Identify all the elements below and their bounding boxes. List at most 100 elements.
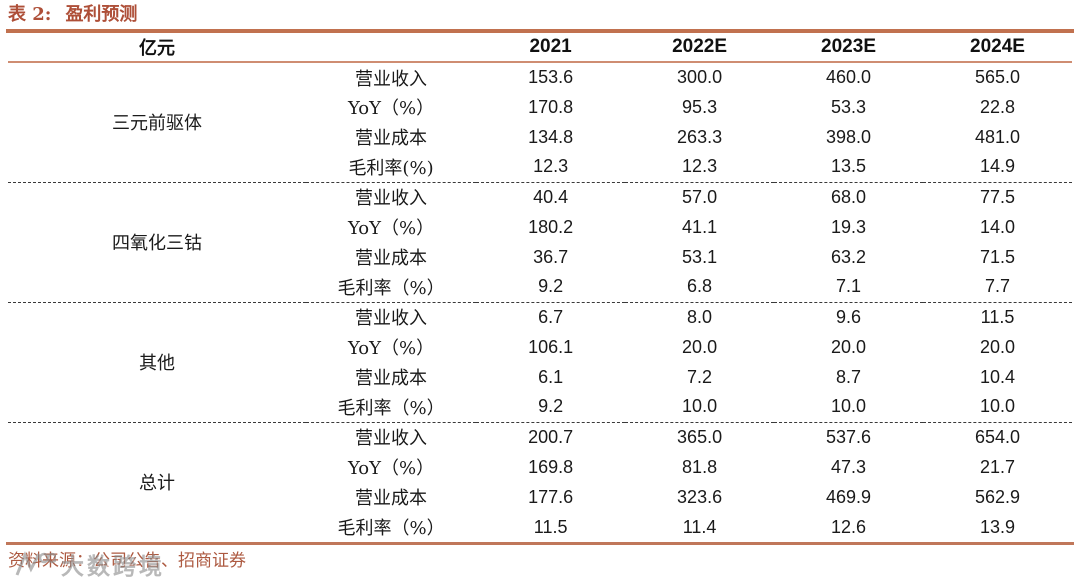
metric-label: 营业收入: [355, 428, 428, 450]
cell-value: 20.0: [979, 336, 1016, 357]
metric-label: 营业成本: [355, 248, 428, 269]
group-label-others: 其他: [8, 302, 306, 423]
cell-value: 469.9: [826, 486, 872, 507]
cell-value: 7.2: [687, 366, 713, 387]
cell-value: 21.7: [979, 456, 1016, 477]
cell-value: 177.6: [528, 486, 574, 507]
cell-value: 9.6: [836, 306, 862, 327]
cell-value: 169.8: [528, 456, 574, 477]
table-row: 营业成本 177.6 323.6 469.9 562.9: [8, 482, 1072, 512]
cell-value: 57.0: [682, 186, 718, 207]
cell-value: 19.3: [831, 216, 867, 237]
table-row: 营业成本 36.7 53.1 63.2 71.5: [8, 242, 1072, 272]
metric-label: 毛利率(%): [305, 152, 477, 183]
source-note: 资料来源：公司公告、招商证券: [8, 551, 246, 571]
cell-value: 12.3: [625, 152, 775, 183]
table-title: 表 2: 盈利预测: [8, 3, 1072, 27]
cell-value: 63.2: [831, 246, 867, 267]
cell-value: 9.2: [476, 392, 626, 423]
cell-value: 6.8: [625, 272, 775, 303]
table-row: YoY（%） 180.2 41.1 19.3 14.0: [8, 212, 1072, 242]
cell-value: 71.5: [979, 246, 1016, 267]
cell-value: 365.0: [677, 426, 723, 447]
metric-label: 营业收入: [355, 68, 428, 90]
cell-value: 300.0: [677, 67, 723, 87]
metric-label: 毛利率（%）: [305, 392, 477, 423]
cell-value: 10.4: [979, 366, 1016, 387]
metric-label: 营业收入: [355, 308, 428, 330]
unit-header: 亿元: [8, 33, 306, 63]
cell-value: 180.2: [528, 216, 574, 237]
cell-value: 20.0: [831, 336, 867, 357]
cell-value: 200.7: [528, 426, 574, 447]
cell-value: 68.0: [831, 186, 867, 207]
table-row: 四氧化三钴 营业收入 40.4 57.0 68.0 77.5: [8, 182, 1072, 303]
table-row: YoY（%） 169.8 81.8 47.3 21.7: [8, 452, 1072, 482]
group-label-ternary-precursor: 三元前驱体: [8, 62, 306, 183]
cell-value: 53.3: [831, 96, 867, 117]
cell-value: 22.8: [979, 96, 1016, 117]
table-title-text: 盈利预测: [65, 4, 138, 25]
cell-value: 263.3: [677, 126, 723, 147]
cell-value: 134.8: [528, 126, 574, 147]
metric-label: YoY（%）: [347, 458, 435, 479]
header-row: 亿元 2021 2022E 2023E 2024E: [8, 33, 1072, 63]
cell-value: 10.0: [923, 392, 1072, 423]
cell-value: 7.7: [923, 272, 1072, 303]
table-number: 表 2:: [8, 4, 52, 25]
cell-value: 323.6: [677, 486, 723, 507]
metric-label: 营业成本: [355, 488, 428, 509]
cell-value: 562.9: [974, 486, 1021, 507]
cell-value: 40.4: [533, 186, 569, 207]
cell-value: 9.2: [476, 272, 626, 303]
cell-value: 77.5: [979, 186, 1016, 207]
cell-value: 14.9: [923, 152, 1072, 183]
cell-value: 47.3: [831, 456, 867, 477]
metric-label: 毛利率（%）: [337, 518, 445, 539]
table-row: 毛利率（%） 9.2 10.0 10.0 10.0: [8, 392, 1072, 423]
table-row: 营业成本 6.1 7.2 8.7 10.4: [8, 362, 1072, 392]
cell-value: 537.6: [826, 426, 872, 447]
cell-value: 10.0: [625, 392, 775, 423]
cell-value: 11.5: [980, 306, 1015, 327]
cell-value: 398.0: [826, 126, 872, 147]
cell-value: 11.4: [682, 516, 717, 537]
year-header-2024e: 2024E: [923, 33, 1072, 63]
profit-forecast-table: 亿元 2021 2022E 2023E 2024E 三元前驱体 营业收入 153…: [8, 33, 1072, 542]
cell-value: 11.5: [533, 516, 568, 537]
table-row: 毛利率（%） 11.5 11.4 12.6 13.9: [8, 512, 1072, 542]
cell-value: 41.1: [682, 216, 718, 237]
cell-value: 13.9: [979, 516, 1016, 537]
cell-value: 170.8: [528, 96, 574, 117]
cell-value: 12.3: [476, 152, 626, 183]
metric-label: YoY（%）: [347, 338, 435, 359]
title-rule: [6, 29, 1074, 33]
cell-value: 565.0: [974, 67, 1021, 87]
metric-label: 营业成本: [355, 128, 428, 149]
table-row: 三元前驱体 营业收入 153.6 300.0 460.0 565.0: [8, 62, 1072, 183]
metric-label: YoY（%）: [347, 218, 435, 239]
cell-value: 460.0: [826, 67, 872, 87]
cell-value: 10.0: [774, 392, 923, 423]
metric-label: 毛利率（%）: [305, 272, 477, 303]
header-spacer: [305, 33, 477, 63]
metric-label: 营业收入: [355, 188, 428, 210]
table-row: 毛利率(%) 12.3 12.3 13.5 14.9: [8, 152, 1072, 183]
table-row: YoY（%） 170.8 95.3 53.3 22.8: [8, 92, 1072, 122]
year-header-2021: 2021: [476, 33, 626, 63]
table-row: 营业成本 134.8 263.3 398.0 481.0: [8, 122, 1072, 152]
cell-value: 6.1: [538, 366, 564, 387]
cell-value: 95.3: [682, 96, 718, 117]
table-row: 总计 营业收入 200.7 365.0 537.6 654.0: [8, 422, 1072, 495]
cell-value: 13.5: [774, 152, 923, 183]
cell-value: 106.1: [528, 336, 574, 357]
cell-value: 12.6: [831, 516, 867, 537]
group-label-cobalt-tetroxide: 四氧化三钴: [8, 182, 306, 303]
cell-value: 53.1: [682, 246, 718, 267]
metric-label: 营业成本: [355, 368, 428, 389]
cell-value: 81.8: [682, 456, 718, 477]
cell-value: 481.0: [974, 126, 1021, 147]
year-header-2022e: 2022E: [625, 33, 775, 63]
cell-value: 153.6: [528, 67, 574, 87]
table-row: 毛利率（%） 9.2 6.8 7.1 7.7: [8, 272, 1072, 303]
